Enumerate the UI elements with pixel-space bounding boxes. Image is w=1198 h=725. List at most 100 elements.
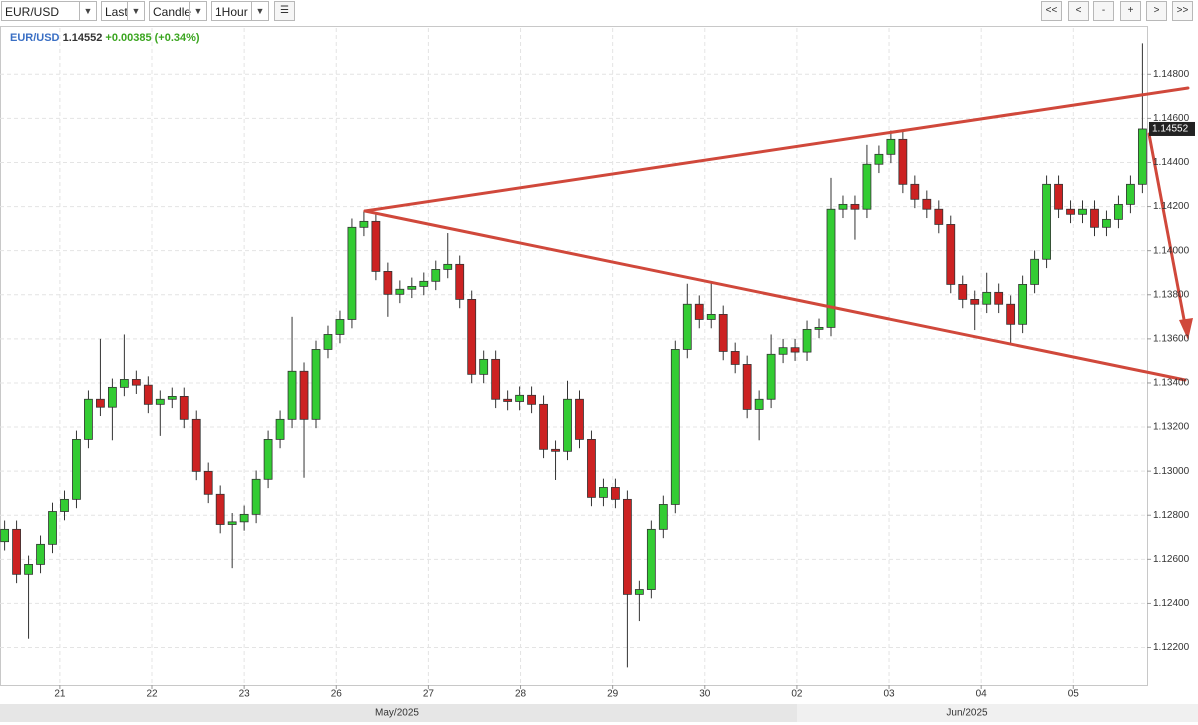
candle-body — [323, 334, 333, 350]
x-tick-label: 05 — [1068, 689, 1080, 700]
candle-body — [982, 291, 992, 305]
y-tick-label: 1.12800 — [1153, 510, 1190, 521]
plot-frame — [0, 26, 1148, 686]
candle-body — [658, 504, 668, 530]
candle-body — [575, 398, 584, 440]
candle-body — [622, 498, 632, 595]
candle-body — [359, 220, 369, 228]
x-tick-label: 27 — [423, 689, 435, 700]
candle-body — [1078, 208, 1087, 215]
candle-body — [84, 398, 93, 440]
candle-body — [730, 351, 740, 365]
candle-body — [431, 269, 441, 282]
candle-body — [443, 263, 453, 270]
nav-button[interactable]: << — [1041, 1, 1062, 21]
candle-body — [611, 487, 620, 500]
candle-body — [1018, 284, 1028, 325]
period-label: Jun/2025 — [946, 708, 988, 719]
candle-body — [826, 208, 836, 328]
candle-body — [814, 326, 824, 330]
period-strip — [0, 704, 797, 722]
candle-body — [539, 403, 548, 450]
candle-body — [239, 513, 249, 523]
y-tick-label: 1.12600 — [1153, 554, 1190, 565]
candle-body — [563, 398, 572, 452]
candle-body — [96, 398, 105, 408]
menu-button[interactable]: ☰ — [274, 1, 295, 21]
candle-body — [874, 153, 884, 165]
candle-body — [407, 285, 417, 290]
x-tick-label: 04 — [976, 689, 988, 700]
trend-lines — [363, 86, 1193, 382]
y-tick-label: 1.12200 — [1153, 642, 1190, 653]
candles — [0, 43, 1147, 668]
candle-body — [1102, 218, 1111, 228]
y-tick-label: 1.14400 — [1153, 157, 1190, 168]
x-tick-label: 26 — [331, 689, 343, 700]
x-tick-label: 02 — [791, 689, 803, 700]
quote-change: +0.00385 (+0.34%) — [105, 32, 200, 44]
candle-body — [503, 398, 513, 402]
candle-body — [1042, 183, 1051, 260]
candle-body — [527, 394, 536, 405]
nav-button[interactable]: > — [1146, 1, 1167, 21]
candle-body — [946, 224, 956, 285]
nav-button[interactable]: + — [1120, 1, 1141, 21]
chart-type-text: Candle — [153, 5, 192, 19]
candle-body — [670, 349, 680, 505]
candle-body — [455, 263, 465, 300]
candle-body — [634, 589, 644, 595]
candle-body — [778, 347, 788, 355]
nav-button[interactable]: - — [1093, 1, 1114, 21]
candle-body — [910, 183, 920, 200]
candle-body — [275, 418, 285, 440]
candle-body — [886, 138, 896, 155]
candle-body — [395, 288, 405, 295]
toolbar: EUR/USD ▼ Last ▼ Candle ▼ 1Hour ▼ ☰ << < - +… — [0, 0, 1198, 24]
candle-body — [646, 528, 656, 590]
candle-body — [551, 448, 560, 452]
candle-body — [850, 203, 860, 210]
dropdown-arrow: ▼ — [127, 2, 144, 20]
arrow-head — [1179, 318, 1193, 340]
y-tick-label: 1.14200 — [1153, 201, 1190, 212]
candle-body — [766, 353, 776, 400]
candle-body — [1114, 203, 1123, 220]
x-tick-label: 22 — [146, 689, 158, 700]
price-type-text: Last — [105, 5, 128, 19]
nav-button[interactable]: >> — [1172, 1, 1193, 21]
candle-body — [1126, 183, 1135, 205]
candle-body — [1066, 208, 1075, 215]
period-label: May/2025 — [375, 708, 419, 719]
candle-body — [227, 521, 237, 525]
nav-button[interactable]: < — [1068, 1, 1089, 21]
candle-body — [215, 493, 225, 525]
symbol-select[interactable]: EUR/USD ▼ — [1, 1, 97, 21]
period-strip — [797, 704, 1198, 722]
quote-price: 1.14552 — [62, 32, 103, 44]
candle-body — [131, 379, 141, 386]
interval-select[interactable]: 1Hour ▼ — [211, 1, 269, 21]
candle-body — [922, 198, 932, 210]
candle-body — [838, 203, 848, 210]
x-tick-label: 21 — [54, 689, 66, 700]
candle-body — [167, 396, 177, 400]
candle-body — [191, 418, 201, 472]
quote-header: EUR/USD 1.14552 +0.00385 (+0.34%) — [10, 32, 200, 44]
candle-body — [1137, 128, 1147, 185]
x-tick-label: 23 — [239, 689, 251, 700]
candle-body — [12, 528, 21, 575]
candle-body — [48, 511, 57, 545]
candle-body — [36, 543, 45, 565]
candle-body — [742, 364, 752, 410]
last-price-label: 1.14552 — [1152, 124, 1189, 135]
trend-line — [363, 86, 1190, 213]
chart-type-select[interactable]: Candle ▼ — [149, 1, 207, 21]
grid — [0, 28, 1147, 685]
axes: 1.12200 1.12400 1.12600 1.12800 1.13000 1.132… — [54, 69, 1195, 700]
candle-body — [60, 498, 69, 512]
candle-body — [682, 303, 692, 350]
price-type-select[interactable]: Last ▼ — [101, 1, 145, 21]
candle-body — [251, 478, 261, 515]
candle-body — [467, 298, 477, 375]
